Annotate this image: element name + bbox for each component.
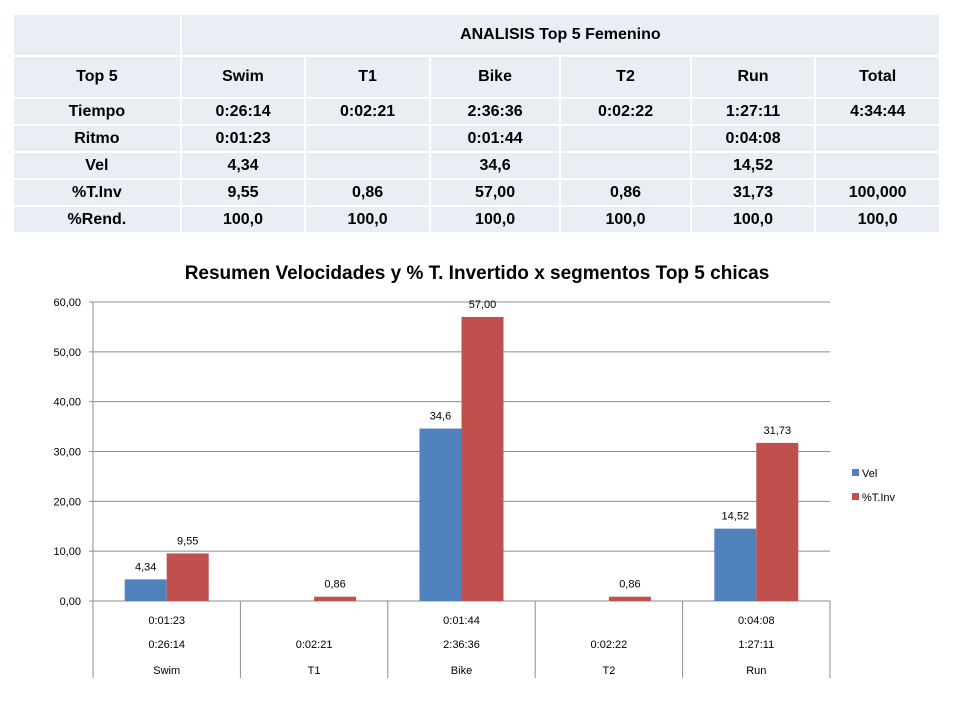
row-header-cell: Tiempo [12,97,182,126]
bar-vel [124,579,167,601]
y-tick-label: 0,00 [60,596,81,608]
table-cell: 34,6 [428,151,562,180]
table-cell: 0:02:21 [304,97,431,126]
summary-table: ANALISIS Top 5 Femenino Top 5 Swim T1 Bike T… [12,13,942,234]
table-cell: Run [689,55,817,99]
x-pace-label: 0:04:08 [738,615,775,627]
data-label: 14,52 [722,511,750,523]
y-tick-label: 50,00 [53,347,81,359]
table-cell: 100,0 [304,205,431,234]
bar-vel [714,528,757,601]
table-cell: 100,0 [689,205,817,234]
y-tick-label: 20,00 [53,496,81,508]
table-cell [814,124,941,153]
table-cell: 0:02:22 [559,97,692,126]
table-cell: 0:01:44 [428,124,562,153]
table-cell [304,151,431,180]
x-time-label: 1:27:11 [738,639,774,651]
bar-tinv [166,553,209,601]
table-row: Tiempo 0:26:14 0:02:21 2:36:36 0:02:22 1:27:1… [12,97,941,126]
x-time-label: 0:02:21 [296,639,333,651]
table-title: ANALISIS Top 5 Femenino [179,13,942,57]
table-corner-cell [12,13,182,57]
table-cell: 9,55 [179,178,307,207]
y-tick-label: 60,00 [53,297,81,309]
data-label: 31,73 [764,425,792,437]
data-label: 0,86 [324,579,345,591]
y-tick-label: 30,00 [53,447,81,459]
row-header-cell: Vel [12,151,182,180]
table-cell: 100,0 [428,205,562,234]
table-cell: T2 [559,55,692,99]
legend-label: %T.Inv [862,492,896,504]
table-cell: 14,52 [689,151,817,180]
row-header-cell: %T.Inv [12,178,182,207]
bar-vel [419,428,462,601]
data-label: 34,6 [430,411,451,423]
table-cell [559,151,692,180]
table-cell: Total [814,55,941,99]
table-cell: 57,00 [428,178,562,207]
row-header-cell: Top 5 [12,55,182,99]
table-row: Ritmo 0:01:23 0:01:44 0:04:08 [12,124,941,153]
legend-swatch [852,493,859,500]
table-cell: 2:36:36 [428,97,562,126]
table-cell: 4,34 [179,151,307,180]
data-label: 57,00 [469,299,497,311]
table-cell: 0:26:14 [179,97,307,126]
bar-tinv [756,442,799,601]
table-cell: 100,0 [559,205,692,234]
bar-tinv [608,596,651,601]
table-cell: 1:27:11 [689,97,817,126]
bar-tinv [314,596,357,601]
legend-swatch [852,469,859,476]
row-header-cell: Ritmo [12,124,182,153]
table-cell: 31,73 [689,178,817,207]
x-category-label: T1 [308,665,321,677]
bar-chart: Resumen Velocidades y % T. Invertido x s… [53,263,896,678]
table-cell: Bike [428,55,562,99]
x-time-label: 0:26:14 [148,639,185,651]
table-cell [814,151,941,180]
y-tick-label: 40,00 [53,397,81,409]
table-row: Vel 4,34 34,6 14,52 [12,151,941,180]
table-cell: 100,0 [814,205,941,234]
x-category-label: Run [746,665,766,677]
bar-tinv [461,316,504,601]
table-cell: Swim [179,55,307,99]
table-row: %Rend. 100,0 100,0 100,0 100,0 100,0 100,0 [12,205,941,234]
x-category-label: Bike [451,665,472,677]
table-cell: 0,86 [304,178,431,207]
table-header-row: Top 5 Swim T1 Bike T2 Run Total [12,55,941,99]
table-cell: 100,0 [179,205,307,234]
table-cell: 0:04:08 [689,124,817,153]
x-category-label: T2 [602,665,615,677]
table-cell: 0:01:23 [179,124,307,153]
row-header-cell: %Rend. [12,205,182,234]
legend-label: Vel [862,468,877,480]
data-label: 9,55 [177,535,198,547]
x-category-label: Swim [153,665,180,677]
x-pace-label: 0:01:23 [148,615,185,627]
table-cell: T1 [304,55,431,99]
table-cell: 100,000 [814,178,941,207]
data-label: 0,86 [619,579,640,591]
chart-title: Resumen Velocidades y % T. Invertido x s… [185,263,770,284]
x-time-label: 0:02:22 [591,639,628,651]
x-pace-label: 0:01:44 [443,615,480,627]
data-label: 4,34 [135,561,156,573]
table-cell: 0,86 [559,178,692,207]
y-tick-label: 10,00 [53,546,81,558]
table-row: %T.Inv 9,55 0,86 57,00 0,86 31,73 100,000 [12,178,941,207]
table-cell: 4:34:44 [814,97,941,126]
table-cell [304,124,431,153]
table-cell [559,124,692,153]
x-time-label: 2:36:36 [443,639,480,651]
